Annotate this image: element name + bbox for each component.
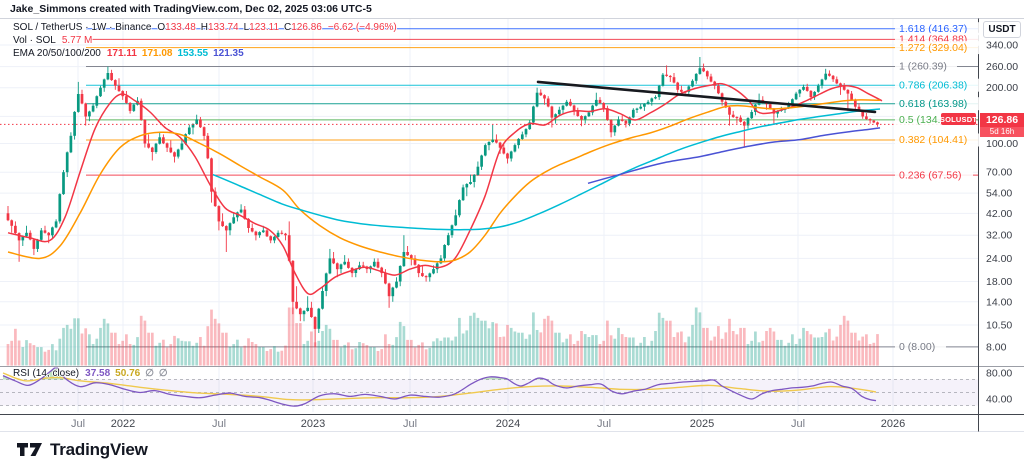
ema-legend-row[interactable]: EMA 20/50/100/200 171.11 171.08 153.55 121.… bbox=[13, 48, 244, 59]
svg-text:1.272 (329.04): 1.272 (329.04) bbox=[899, 42, 967, 54]
ohlc-values: O133.48 H133.74 L123.11 C126.86 bbox=[157, 22, 322, 33]
svg-text:0 (8.00): 0 (8.00) bbox=[899, 341, 935, 353]
svg-text:260.00: 260.00 bbox=[986, 61, 1018, 73]
ema-values: 171.11 171.08 153.55 121.35 bbox=[106, 48, 244, 59]
currency-toggle-button[interactable]: USDT bbox=[983, 21, 1021, 38]
volume-label: Vol · SOL bbox=[13, 35, 56, 46]
svg-text:24.00: 24.00 bbox=[986, 253, 1012, 265]
rsi-label: RSI (14, close) bbox=[13, 368, 80, 379]
svg-text:0.786 (206.38): 0.786 (206.38) bbox=[899, 79, 967, 91]
svg-text:200.00: 200.00 bbox=[986, 82, 1018, 94]
svg-text:0.382 (104.41): 0.382 (104.41) bbox=[899, 134, 967, 146]
symbol-price-label: SOLUSDT bbox=[939, 113, 978, 125]
tradingview-logo-text: TradingView bbox=[50, 439, 148, 459]
attribution-text: Jake_Simmons created with TradingView.co… bbox=[10, 3, 372, 15]
svg-text:2023: 2023 bbox=[301, 418, 325, 430]
change-value: −6.62 (−4.96%) bbox=[327, 22, 397, 33]
svg-text:14.00: 14.00 bbox=[986, 296, 1012, 308]
svg-text:70.00: 70.00 bbox=[986, 167, 1012, 179]
svg-text:2022: 2022 bbox=[111, 418, 135, 430]
svg-text:Jul: Jul bbox=[403, 418, 417, 430]
svg-text:Jul: Jul bbox=[791, 418, 805, 430]
svg-text:18.00: 18.00 bbox=[986, 276, 1012, 288]
tradingview-logo-icon bbox=[17, 443, 42, 456]
rsi-legend-row[interactable]: RSI (14, close) 37.58 50.76 ∅ ∅ bbox=[13, 368, 168, 379]
last-price-badge: 126.86 bbox=[980, 112, 1024, 127]
svg-text:54.00: 54.00 bbox=[986, 188, 1012, 200]
svg-text:Jul: Jul bbox=[71, 418, 85, 430]
svg-text:42.00: 42.00 bbox=[986, 208, 1012, 220]
volume-value: 5.77 M bbox=[61, 35, 93, 46]
svg-text:80.00: 80.00 bbox=[986, 368, 1012, 380]
svg-text:Jul: Jul bbox=[597, 418, 611, 430]
ema-label: EMA 20/50/100/200 bbox=[13, 48, 101, 59]
tradingview-logo[interactable]: TradingView bbox=[16, 439, 148, 460]
rsi-values: 37.58 50.76 ∅ ∅ bbox=[85, 368, 168, 379]
time-axis[interactable] bbox=[0, 414, 978, 432]
svg-text:0.236 (67.56): 0.236 (67.56) bbox=[899, 169, 961, 181]
bar-countdown-badge: 5d 16h bbox=[980, 126, 1024, 137]
svg-text:10.50: 10.50 bbox=[986, 319, 1012, 331]
svg-text:Jul: Jul bbox=[212, 418, 226, 430]
svg-text:100.00: 100.00 bbox=[986, 138, 1018, 150]
volume-legend-row[interactable]: Vol · SOL 5.77 M bbox=[13, 35, 92, 46]
svg-text:32.00: 32.00 bbox=[986, 230, 1012, 242]
price-axis[interactable] bbox=[978, 18, 1024, 414]
svg-text:2025: 2025 bbox=[690, 418, 714, 430]
svg-text:0.618 (163.98): 0.618 (163.98) bbox=[899, 98, 967, 110]
svg-text:8.00: 8.00 bbox=[986, 341, 1007, 353]
svg-text:1 (260.39): 1 (260.39) bbox=[899, 61, 947, 73]
svg-text:340.00: 340.00 bbox=[986, 39, 1018, 51]
svg-text:1.618 (416.37): 1.618 (416.37) bbox=[899, 23, 967, 35]
symbol-title: SOL / TetherUS · 1W · Binance bbox=[13, 22, 152, 33]
svg-text:2026: 2026 bbox=[881, 418, 905, 430]
svg-text:40.00: 40.00 bbox=[986, 394, 1012, 406]
symbol-legend-row[interactable]: SOL / TetherUS · 1W · Binance O133.48 H13… bbox=[13, 22, 397, 33]
svg-text:2024: 2024 bbox=[496, 418, 520, 430]
